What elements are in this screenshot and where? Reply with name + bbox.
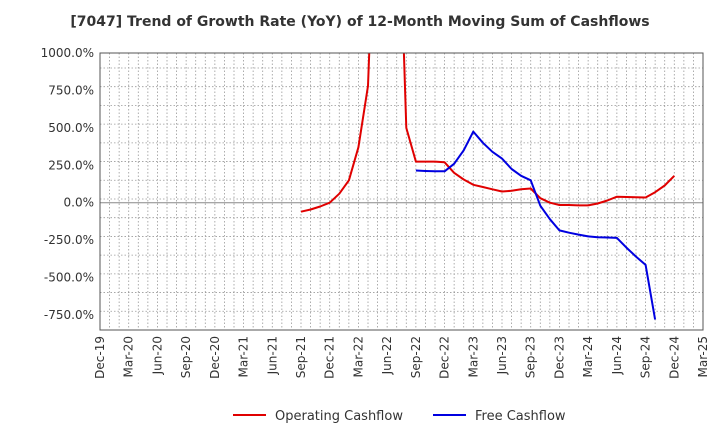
x-tick-label: Sep-22 [409, 336, 423, 378]
x-tick-label: Mar-24 [581, 336, 595, 377]
x-tick-label: Dec-21 [323, 336, 337, 379]
x-tick-label: Jun-23 [495, 336, 509, 375]
x-tick-label: Dec-23 [552, 336, 566, 379]
y-tick-label: -750.0% [44, 308, 94, 322]
legend: Operating Cashflow Free Cashflow [233, 409, 566, 424]
x-tick-label: Dec-20 [208, 336, 222, 379]
x-tick-label: Jun-20 [150, 336, 164, 375]
y-tick-label: 750.0% [48, 83, 94, 97]
x-tick-label: Dec-22 [438, 336, 452, 379]
y-axis: -750.0% -500.0% -250.0% 0.0% 250.0% 500.0% 750… [41, 46, 94, 322]
x-tick-label: Mar-25 [696, 336, 710, 377]
legend-label: Free Cashflow [475, 409, 566, 424]
x-tick-label: Sep-24 [639, 336, 653, 378]
chart-title: [7047] Trend of Growth Rate (YoY) of 12-… [70, 14, 650, 30]
legend-label: Operating Cashflow [275, 409, 403, 424]
x-axis: Dec-19 Mar-20 Jun-20 Sep-20 Dec-20 Mar-21 Jun-… [93, 336, 710, 379]
y-tick-label: -500.0% [44, 271, 94, 285]
x-tick-label: Mar-21 [237, 336, 251, 377]
x-tick-label: Mar-20 [122, 336, 136, 377]
x-tick-label: Sep-21 [294, 336, 308, 378]
x-tick-label: Dec-24 [667, 336, 681, 379]
x-tick-label: Jun-21 [265, 336, 279, 375]
y-tick-label: 0.0% [64, 196, 95, 210]
y-tick-label: 250.0% [48, 158, 94, 172]
x-tick-label: Jun-22 [380, 336, 394, 375]
y-tick-label: 1000.0% [41, 46, 94, 60]
y-tick-label: 500.0% [48, 121, 94, 135]
x-tick-label: Mar-23 [466, 336, 480, 377]
x-tick-label: Dec-19 [93, 336, 107, 379]
x-tick-label: Sep-23 [524, 336, 538, 378]
series-layer [300, 53, 676, 320]
x-tick-label: Jun-24 [610, 336, 624, 375]
x-tick-label: Sep-20 [179, 336, 193, 378]
y-tick-label: -250.0% [44, 233, 94, 247]
plot-frame [99, 52, 704, 331]
series-line [415, 130, 657, 320]
grid-layer [99, 53, 704, 330]
x-tick-label: Mar-22 [351, 336, 365, 377]
series-line [300, 53, 676, 213]
